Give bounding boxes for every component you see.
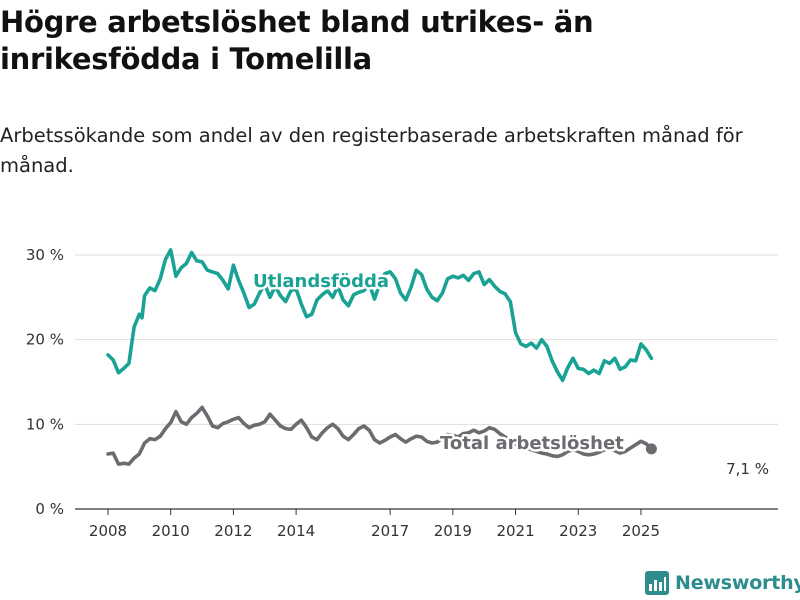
series-line (106, 405, 654, 466)
x-tick-label: 2010 (152, 522, 190, 540)
x-tick-label: 2021 (496, 522, 534, 540)
series-label: Utlandsfödda (253, 271, 389, 292)
end-point-marker (645, 443, 657, 455)
x-tick-label: 2023 (559, 522, 597, 540)
x-axis: 0 % 10 % 20 % 30 % 2008 2010 2012 2014 2017 2019 2… (26, 246, 660, 540)
y-tick-label: 10 % (26, 415, 64, 433)
x-tick-label: 2017 (371, 522, 409, 540)
series-label: Total arbetslöshet (440, 433, 624, 454)
label-layer: Utlandsfödda Total arbetslöshet 7,1 % (251, 269, 770, 479)
chart-title: Högre arbetslöshet bland utrikes- än inr… (0, 5, 594, 76)
brand-name: Newsworthy (675, 572, 800, 594)
brand-logo[interactable]: Newsworthy (645, 568, 800, 598)
chart-subtitle: Arbetssökande som andel av den registerb… (0, 124, 743, 177)
y-tick-label: 30 % (26, 246, 64, 264)
grid-layer (75, 254, 778, 510)
x-tick-label: 2012 (214, 522, 252, 540)
x-tick-label: 2014 (277, 522, 315, 540)
newsworthy-logo-icon (645, 571, 669, 595)
series-layer (106, 248, 654, 466)
end-value-label: 7,1 % (726, 460, 769, 478)
series-line (106, 248, 654, 383)
y-tick-label: 20 % (26, 331, 64, 349)
x-tick-label: 2008 (89, 522, 127, 540)
y-tick-label: 0 % (35, 500, 64, 518)
x-tick-label: 2025 (622, 522, 660, 540)
x-tick-label: 2019 (434, 522, 472, 540)
